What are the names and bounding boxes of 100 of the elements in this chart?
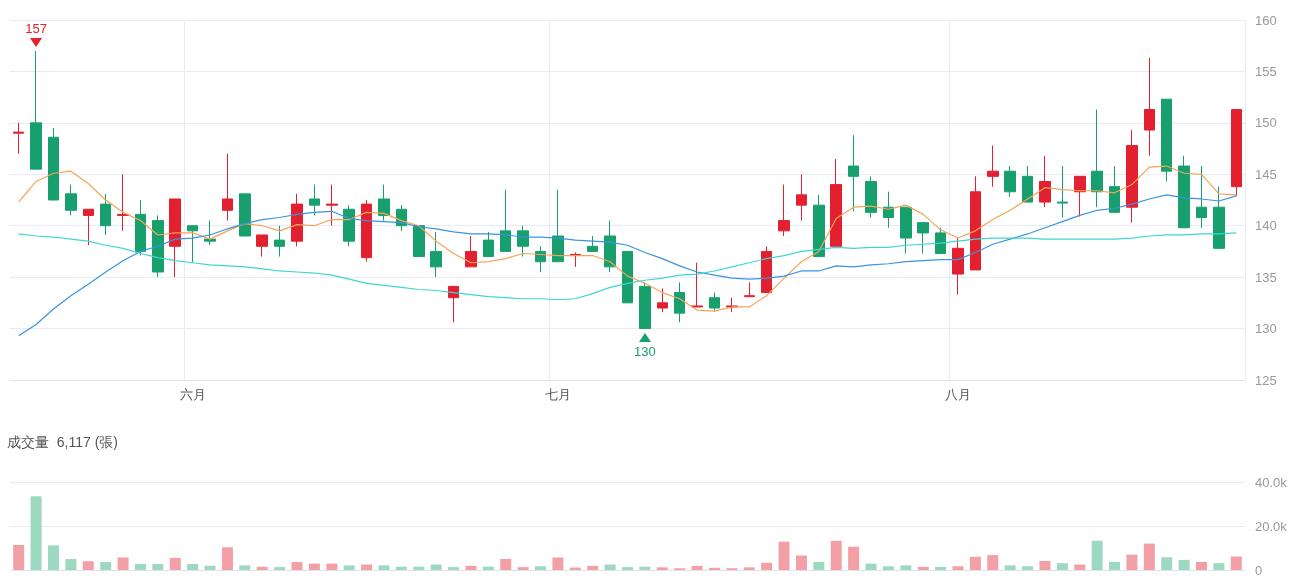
bar [1196,561,1208,570]
candlestick [187,225,198,264]
y-tick-label: 40.0k [1255,474,1288,490]
y-tick-label: 0 [1255,562,1263,578]
candlestick [291,193,303,247]
candlestick [483,231,494,258]
candlestick [204,220,216,246]
bar [361,564,373,570]
x-tick-label: 六月 [179,387,206,402]
candlestick [65,184,77,216]
y-tick-label: 145 [1255,166,1277,182]
candlestick [691,262,703,308]
candlestick [848,134,859,212]
bar [1056,563,1068,570]
candlestick [709,292,720,313]
candlestick [378,184,390,222]
candlestick [622,250,633,304]
bar [604,564,616,570]
bar [395,566,407,570]
bar [326,563,338,570]
bar [30,496,42,570]
candlestick [13,122,24,155]
candlestick [813,194,825,258]
candlestick [1039,155,1051,208]
bar [1091,540,1103,570]
candlestick [448,285,459,323]
bar [1230,556,1242,570]
bar [430,564,442,570]
candlestick [30,50,42,170]
bar [969,556,981,570]
bar [117,557,129,570]
bar [1126,554,1138,570]
candlestick [935,227,946,254]
candlestick [361,199,372,263]
bar [343,565,355,570]
bar [187,564,199,570]
bar [500,559,512,570]
bar [708,567,720,570]
candlestick [865,175,877,218]
line-series [18,232,1237,301]
bar [448,567,460,570]
candlestick [222,153,233,222]
bar [882,566,894,570]
candlestick [1091,108,1103,208]
bar [1213,563,1225,570]
bar [100,562,112,570]
bar [743,567,755,570]
bar [987,555,999,570]
bar [239,565,251,570]
bar [291,562,303,570]
bar [134,564,146,570]
candlestick [135,199,146,257]
bar [535,566,547,570]
candlestick [152,214,164,278]
y-tick-label: 155 [1255,63,1277,79]
bar [47,545,59,570]
bar [1109,561,1121,570]
y-tick-label: 135 [1255,269,1277,285]
bar [1074,564,1086,570]
candlestick [1231,108,1242,197]
y-tick-label: 150 [1255,115,1277,131]
bar [813,561,825,570]
candlestick [587,235,598,252]
bar [778,541,790,570]
candlestick [970,175,981,271]
bar [639,566,651,570]
candlestick [274,225,285,258]
bar [587,565,599,570]
bar [1022,566,1034,570]
candlestick [1213,186,1225,249]
bar [1178,559,1190,570]
candlestick [796,173,807,222]
candlestick [465,235,477,268]
bar [552,557,564,570]
bar [204,565,216,570]
y-tick-label: 20.0k [1255,518,1288,534]
line-series [18,194,1237,337]
bar [13,544,25,570]
candlestick [552,189,564,263]
bar [274,567,286,570]
candlestick [1178,155,1190,229]
candlestick [657,287,668,313]
candlestick [256,234,268,258]
candlestick [1022,165,1033,203]
bar [152,564,164,570]
bar [482,566,494,570]
bar [900,565,912,570]
candlestick [917,222,929,254]
annotation: 130 [634,343,656,359]
bar [413,566,425,570]
bar [1039,560,1051,570]
bar [378,565,390,570]
candlestick [987,144,999,188]
candlestick [48,127,59,201]
candlestick [778,184,790,237]
candlestick [117,173,129,232]
candlestick [500,189,511,252]
bar [830,540,842,570]
bar [917,566,929,570]
candlestick [430,231,442,278]
